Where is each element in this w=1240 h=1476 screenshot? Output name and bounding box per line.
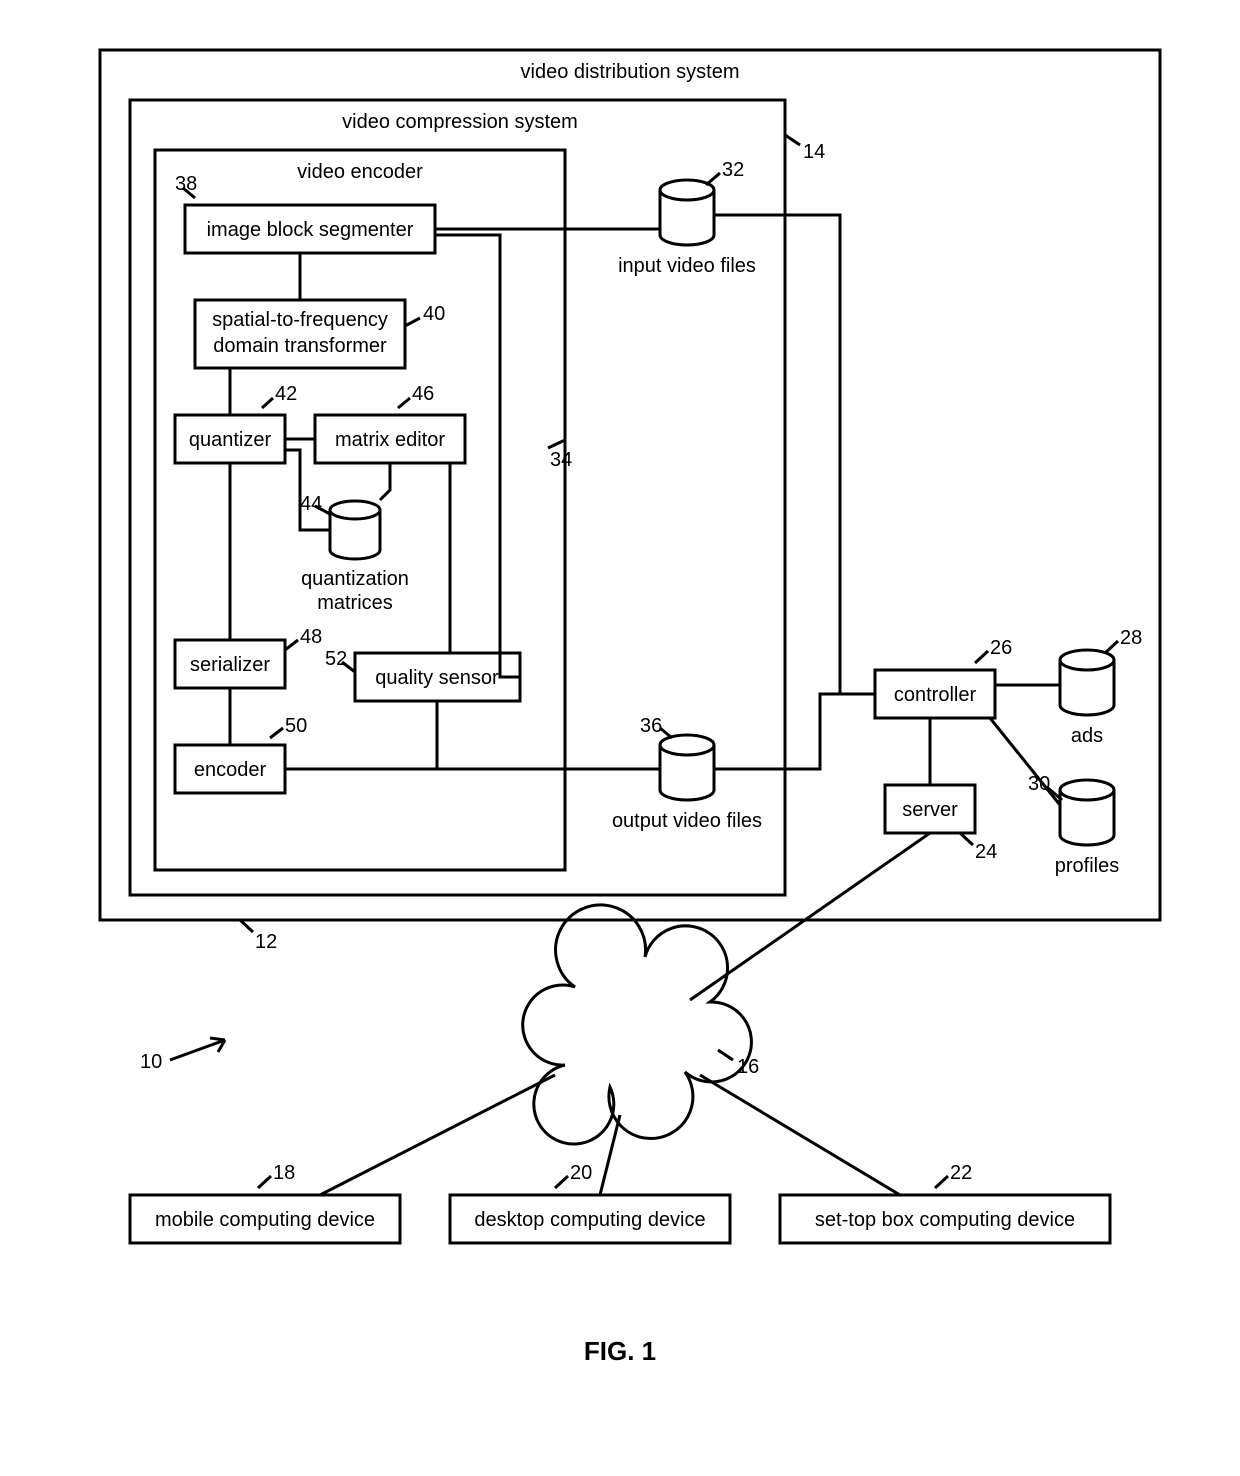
ref-30: 30 <box>1028 773 1050 795</box>
ref-50: 50 <box>285 715 307 737</box>
lead-50 <box>270 728 283 738</box>
settop-label: set-top box computing device <box>815 1209 1075 1231</box>
lead-48 <box>285 640 298 650</box>
figure-caption: FIG. 1 <box>584 1336 656 1366</box>
lead-34 <box>548 440 565 448</box>
ads-label: ads <box>1071 725 1103 747</box>
transformer-label-2: domain transformer <box>213 335 387 357</box>
ref-12: 12 <box>255 931 277 953</box>
comp-system-label: video compression system <box>342 111 578 133</box>
conn-cloud-desktop <box>600 1115 620 1195</box>
transformer-label-1: spatial-to-frequency <box>212 309 388 331</box>
conn-seg-quality <box>435 235 520 677</box>
controller-label: controller <box>894 684 977 706</box>
lead-22 <box>935 1176 948 1188</box>
ref-42: 42 <box>275 383 297 405</box>
profiles-cylinder-icon <box>1060 780 1114 845</box>
quality-sensor-label: quality sensor <box>375 667 499 689</box>
ref-22: 22 <box>950 1162 972 1184</box>
cloud-icon <box>523 905 752 1144</box>
ref-38: 38 <box>175 173 197 195</box>
output-files-label: output video files <box>612 810 762 832</box>
lead-16 <box>718 1050 733 1060</box>
input-files-label: input video files <box>618 255 756 277</box>
conn-matrix-quantcyl <box>380 463 390 500</box>
conn-input-controller <box>714 215 875 694</box>
server-label: server <box>902 799 958 821</box>
output-files-cylinder-icon <box>660 735 714 800</box>
ref-16: 16 <box>737 1056 759 1078</box>
mobile-label: mobile computing device <box>155 1209 375 1231</box>
ref-32: 32 <box>722 159 744 181</box>
conn-cloud-mobile <box>320 1075 555 1195</box>
ref-34: 34 <box>550 449 572 471</box>
lead-46 <box>398 398 410 408</box>
ref-14: 14 <box>803 141 825 163</box>
ref-40: 40 <box>423 303 445 325</box>
input-files-cylinder-icon <box>660 180 714 245</box>
segmenter-label: image block segmenter <box>207 219 414 241</box>
serializer-label: serializer <box>190 654 270 676</box>
ref-48: 48 <box>300 626 322 648</box>
ref-46: 46 <box>412 383 434 405</box>
matrix-editor-label: matrix editor <box>335 429 445 451</box>
desktop-label: desktop computing device <box>474 1209 705 1231</box>
dist-system-label: video distribution system <box>521 61 740 83</box>
lead-42 <box>262 398 273 408</box>
encoder-label: encoder <box>194 759 267 781</box>
dist-system-box <box>100 50 1160 920</box>
conn-output-controller <box>714 694 875 769</box>
lead-32 <box>706 173 720 185</box>
lead-26 <box>975 651 988 663</box>
lead-28 <box>1105 641 1118 653</box>
lead-12 <box>240 920 253 932</box>
ref-28: 28 <box>1120 627 1142 649</box>
diagram: video distribution system video compress… <box>0 0 1240 1476</box>
lead-20 <box>555 1176 568 1188</box>
quant-matrices-label-1: quantization <box>301 568 409 590</box>
lead-14 <box>785 135 800 145</box>
lead-18 <box>258 1176 271 1188</box>
video-encoder-label: video encoder <box>297 161 423 183</box>
quant-matrices-label-2: matrices <box>317 592 393 614</box>
ref-52: 52 <box>325 648 347 670</box>
lead-24 <box>960 833 973 845</box>
quant-matrices-cylinder-icon <box>330 501 380 559</box>
quantizer-label: quantizer <box>189 429 272 451</box>
ref-10: 10 <box>140 1051 162 1073</box>
ref-44: 44 <box>300 493 322 515</box>
ref-18: 18 <box>273 1162 295 1184</box>
conn-cloud-settop <box>700 1075 900 1195</box>
ref-20: 20 <box>570 1162 592 1184</box>
ref-26: 26 <box>990 637 1012 659</box>
ads-cylinder-icon <box>1060 650 1114 715</box>
ref-36: 36 <box>640 715 662 737</box>
conn-server-cloud <box>690 833 930 1000</box>
arrow-10-icon <box>170 1038 225 1060</box>
ref-24: 24 <box>975 841 997 863</box>
lead-40 <box>405 318 420 326</box>
profiles-label: profiles <box>1055 855 1119 877</box>
